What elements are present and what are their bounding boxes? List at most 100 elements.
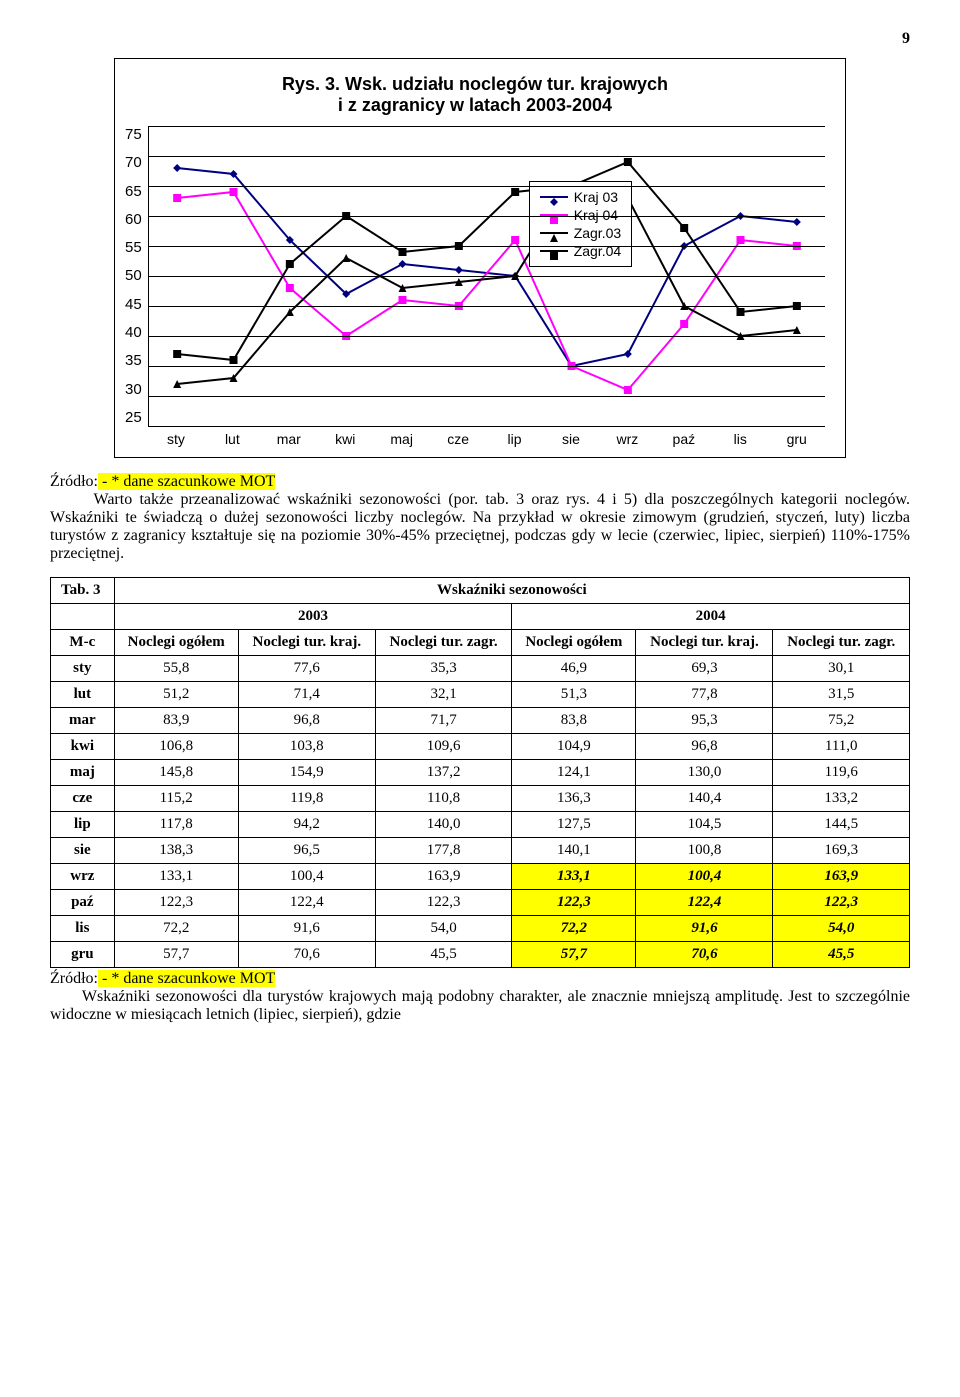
col-h3: Noclegi tur. zagr. — [375, 630, 511, 656]
cell-value: 163,9 — [375, 864, 511, 890]
y-tick: 70 — [125, 154, 142, 171]
cell-value: 117,8 — [114, 812, 238, 838]
cell-value: 45,5 — [773, 942, 910, 968]
table-title: Wskaźniki sezonowości — [114, 578, 909, 604]
y-tick: 60 — [125, 211, 142, 228]
x-tick: lis — [712, 431, 768, 447]
x-tick: cze — [430, 431, 486, 447]
x-tick: sty — [148, 431, 204, 447]
cell-value: 106,8 — [114, 734, 238, 760]
cell-value: 100,8 — [636, 838, 773, 864]
col-h1: Noclegi ogółem — [114, 630, 238, 656]
cell-month: wrz — [51, 864, 115, 890]
y-tick: 75 — [125, 126, 142, 143]
x-axis: stylutmarkwimajczelipsiewrzpaźlisgru — [148, 431, 825, 447]
col-h2: Noclegi tur. kraj. — [238, 630, 375, 656]
cell-month: maj — [51, 760, 115, 786]
y-tick: 35 — [125, 352, 142, 369]
cell-value: 96,8 — [636, 734, 773, 760]
cell-value: 154,9 — [238, 760, 375, 786]
col-mc: M-c — [51, 630, 115, 656]
table-row: kwi106,8103,8109,6104,996,8111,0 — [51, 734, 910, 760]
cell-value: 104,9 — [512, 734, 636, 760]
cell-month: paź — [51, 890, 115, 916]
cell-value: 57,7 — [114, 942, 238, 968]
grid-line — [149, 216, 825, 217]
cell-value: 124,1 — [512, 760, 636, 786]
cell-value: 71,7 — [375, 708, 511, 734]
legend-label: Zagr.03 — [574, 225, 621, 241]
y-tick: 25 — [125, 409, 142, 426]
cell-month: kwi — [51, 734, 115, 760]
cell-value: 72,2 — [512, 916, 636, 942]
cell-value: 122,3 — [114, 890, 238, 916]
cell-value: 55,8 — [114, 656, 238, 682]
source-and-para2: Źródło: - * dane szacunkowe MOT Wskaźnik… — [50, 970, 910, 1024]
cell-month: lut — [51, 682, 115, 708]
legend-item: Zagr.03 — [540, 224, 621, 242]
cell-value: 122,3 — [773, 890, 910, 916]
x-tick: lut — [204, 431, 260, 447]
chart-plot: Kraj 03Kraj 04Zagr.03Zagr.04 — [148, 126, 825, 427]
cell-value: 71,4 — [238, 682, 375, 708]
cell-value: 83,9 — [114, 708, 238, 734]
chart-title-line1: Rys. 3. Wsk. udziału noclegów tur. krajo… — [282, 74, 668, 94]
cell-value: 144,5 — [773, 812, 910, 838]
cell-value: 169,3 — [773, 838, 910, 864]
cell-value: 96,8 — [238, 708, 375, 734]
source-label: Źródło: — [50, 473, 98, 490]
cell-value: 96,5 — [238, 838, 375, 864]
y-axis: 7570656055504540353025 — [125, 126, 148, 426]
cell-value: 119,8 — [238, 786, 375, 812]
cell-value: 94,2 — [238, 812, 375, 838]
cell-month: sty — [51, 656, 115, 682]
source-text: - * dane szacunkowe MOT — [98, 473, 275, 490]
y-tick: 55 — [125, 239, 142, 256]
cell-value: 31,5 — [773, 682, 910, 708]
table-row: gru57,770,645,557,770,645,5 — [51, 942, 910, 968]
cell-value: 137,2 — [375, 760, 511, 786]
cell-value: 51,3 — [512, 682, 636, 708]
cell-value: 140,4 — [636, 786, 773, 812]
cell-value: 127,5 — [512, 812, 636, 838]
table-wskazniki: Tab. 3 Wskaźniki sezonowości 2003 2004 M… — [50, 577, 910, 968]
legend-item: Kraj 04 — [540, 206, 621, 224]
source-text-2: - * dane szacunkowe MOT — [98, 970, 275, 987]
cell-value: 109,6 — [375, 734, 511, 760]
paragraph-2: Wskaźniki sezonowości dla turystów krajo… — [50, 988, 910, 1023]
table-year-2004: 2004 — [512, 604, 910, 630]
x-tick: sie — [543, 431, 599, 447]
cell-value: 115,2 — [114, 786, 238, 812]
cell-value: 32,1 — [375, 682, 511, 708]
table-row: lut51,271,432,151,377,831,5 — [51, 682, 910, 708]
table-row: sty55,877,635,346,969,330,1 — [51, 656, 910, 682]
table-row: maj145,8154,9137,2124,1130,0119,6 — [51, 760, 910, 786]
cell-month: lip — [51, 812, 115, 838]
cell-value: 77,8 — [636, 682, 773, 708]
grid-line — [149, 156, 825, 157]
grid-line — [149, 276, 825, 277]
cell-value: 70,6 — [238, 942, 375, 968]
cell-value: 35,3 — [375, 656, 511, 682]
legend-item: Kraj 03 — [540, 188, 621, 206]
cell-value: 69,3 — [636, 656, 773, 682]
chart-legend: Kraj 03Kraj 04Zagr.03Zagr.04 — [529, 181, 632, 267]
col-h6: Noclegi tur. zagr. — [773, 630, 910, 656]
cell-value: 57,7 — [512, 942, 636, 968]
grid-line — [149, 336, 825, 337]
cell-value: 136,3 — [512, 786, 636, 812]
table-row: lip117,894,2140,0127,5104,5144,5 — [51, 812, 910, 838]
table-row: lis72,291,654,072,291,654,0 — [51, 916, 910, 942]
cell-month: mar — [51, 708, 115, 734]
source-label-2: Źródło: — [50, 970, 98, 987]
cell-value: 100,4 — [238, 864, 375, 890]
y-tick: 30 — [125, 381, 142, 398]
cell-value: 138,3 — [114, 838, 238, 864]
grid-line — [149, 306, 825, 307]
table-row: mar83,996,871,783,895,375,2 — [51, 708, 910, 734]
cell-value: 91,6 — [238, 916, 375, 942]
grid-line — [149, 366, 825, 367]
cell-value: 103,8 — [238, 734, 375, 760]
x-tick: wrz — [599, 431, 655, 447]
cell-value: 104,5 — [636, 812, 773, 838]
